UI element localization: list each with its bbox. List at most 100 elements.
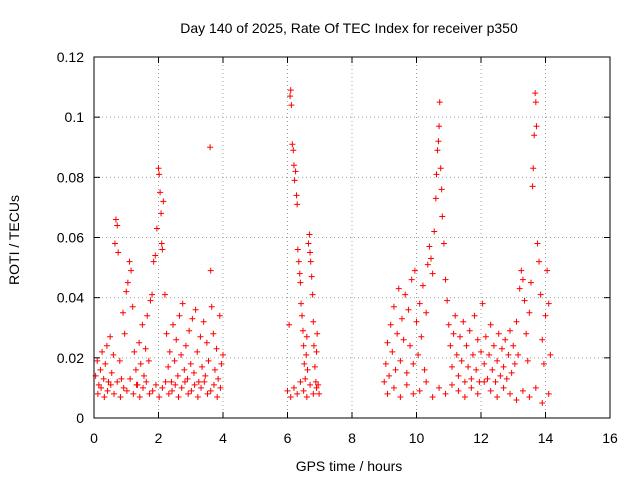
- roti-data-point: [214, 393, 221, 400]
- roti-data-point: [102, 360, 109, 367]
- roti-data-point: [457, 333, 464, 340]
- roti-data-point: [202, 372, 209, 379]
- roti-data-point: [291, 177, 298, 184]
- roti-data-point: [503, 375, 510, 382]
- roti-data-point: [195, 378, 202, 385]
- roti-data-point: [290, 147, 297, 154]
- roti-data-point: [116, 357, 123, 364]
- roti-data-point: [126, 258, 133, 265]
- roti-data-point: [97, 366, 104, 373]
- roti-data-point: [431, 228, 438, 235]
- roti-data-point: [524, 357, 531, 364]
- roti-data-point: [290, 384, 297, 391]
- roti-data-point: [403, 381, 410, 388]
- roti-data-point: [403, 369, 410, 376]
- roti-data-point: [539, 336, 546, 343]
- x-tick-label: 8: [348, 430, 356, 446]
- roti-data-point: [313, 348, 320, 355]
- roti-data-point: [386, 372, 393, 379]
- roti-data-point: [440, 240, 447, 247]
- roti-data-point: [210, 330, 217, 337]
- roti-data-point: [181, 366, 188, 373]
- roti-data-point: [158, 210, 165, 217]
- roti-data-point: [158, 240, 165, 247]
- roti-data-point: [547, 351, 554, 358]
- roti-data-point: [207, 267, 214, 274]
- roti-data-point: [121, 330, 128, 337]
- roti-data-point: [131, 348, 138, 355]
- x-tick-label: 14: [538, 430, 554, 446]
- roti-data-point: [526, 309, 533, 316]
- roti-data-point: [465, 363, 472, 370]
- roti-data-point: [170, 321, 177, 328]
- roti-data-point: [436, 123, 443, 130]
- roti-data-point: [533, 123, 540, 130]
- x-axis-tick-labels: 0 2 4 6 8 10 12 14 16: [90, 430, 618, 446]
- roti-data-point: [208, 303, 215, 310]
- roti-data-point: [481, 360, 488, 367]
- roti-data-point: [133, 381, 140, 388]
- roti-data-point: [132, 366, 139, 373]
- roti-data-point: [159, 246, 166, 253]
- roti-data-point: [299, 312, 306, 319]
- y-tick-label: 0.04: [57, 290, 84, 306]
- roti-data-point: [115, 249, 122, 256]
- roti-data-point: [516, 285, 523, 292]
- roti-data-point: [107, 381, 114, 388]
- roti-data-point: [108, 369, 115, 376]
- roti-data-point: [204, 390, 211, 397]
- roti-data-point: [94, 357, 101, 364]
- roti-data-point: [415, 351, 422, 358]
- roti-data-point: [421, 366, 428, 373]
- roti-data-point: [194, 393, 201, 400]
- roti-data-point: [290, 162, 297, 169]
- roti-data-point: [498, 345, 505, 352]
- roti-data-point: [166, 348, 173, 355]
- roti-data-point: [192, 306, 199, 313]
- roti-data-point: [408, 276, 415, 283]
- roti-data-point: [218, 360, 225, 367]
- roti-data-point: [312, 378, 319, 385]
- roti-data-point: [114, 222, 121, 229]
- roti-data-point: [432, 195, 439, 202]
- roti-data-point: [213, 345, 220, 352]
- roti-data-point: [190, 369, 197, 376]
- x-tick-label: 16: [602, 430, 618, 446]
- roti-data-point: [200, 318, 207, 325]
- roti-data-point: [203, 339, 210, 346]
- roti-data-point: [123, 387, 130, 394]
- roti-data-point: [292, 168, 299, 175]
- roti-data-point: [532, 99, 539, 106]
- roti-data-point: [387, 321, 394, 328]
- roti-data-point: [423, 378, 430, 385]
- roti-data-point: [316, 390, 323, 397]
- roti-data-point: [110, 390, 117, 397]
- roti-data-point: [136, 339, 143, 346]
- chart-title: Day 140 of 2025, Rate Of TEC Index for r…: [180, 20, 518, 36]
- roti-data-point: [157, 189, 164, 196]
- roti-data-point: [306, 231, 313, 238]
- roti-data-point: [114, 378, 121, 385]
- roti-data-point: [305, 240, 312, 247]
- roti-data-point: [460, 318, 467, 325]
- roti-data-point: [310, 342, 317, 349]
- y-tick-label: 0.1: [65, 109, 85, 125]
- x-tick-label: 4: [219, 430, 227, 446]
- roti-data-point: [101, 393, 108, 400]
- roti-data-point: [494, 357, 501, 364]
- roti-data-point: [429, 393, 436, 400]
- roti-data-point: [147, 297, 154, 304]
- roti-data-point: [297, 279, 304, 286]
- roti-data-point: [140, 372, 147, 379]
- roti-data-point: [287, 87, 294, 94]
- roti-data-point: [426, 243, 433, 250]
- roti-data-point: [410, 360, 417, 367]
- roti-data-point: [110, 351, 117, 358]
- roti-data-point: [287, 393, 294, 400]
- roti-data-point: [309, 291, 316, 298]
- roti-data-point: [182, 342, 189, 349]
- roti-data-point: [474, 336, 481, 343]
- roti-data-point: [176, 312, 183, 319]
- roti-data-point: [217, 384, 224, 391]
